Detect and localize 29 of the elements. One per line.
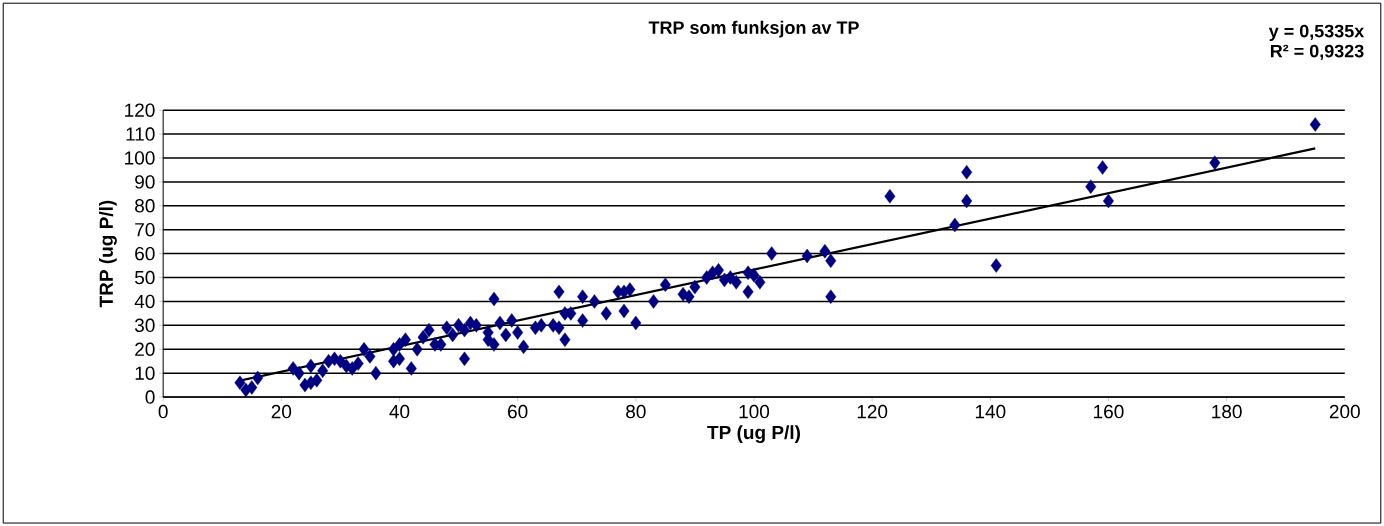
text: R² = 0,9323	[1270, 44, 1364, 60]
x-tick-label: 40	[389, 404, 410, 419]
y-tick-label: 50	[134, 270, 155, 285]
y-tick-label: 110	[126, 127, 155, 141]
y-tick-label: 60	[135, 246, 155, 261]
x-tick-label: 180	[1212, 404, 1242, 419]
x-tick-label: 100	[739, 404, 770, 419]
y-tick-label: 10	[135, 366, 155, 380]
x-tick-label: 60	[508, 404, 528, 419]
x-tick-label: 120	[857, 404, 888, 419]
x-tick-label: 80	[626, 404, 646, 419]
y-tick-label: 90	[135, 175, 155, 189]
y-tick-label: 80	[135, 198, 155, 213]
text: y = 0,5335x	[1268, 24, 1365, 41]
y-tick-label: 100	[125, 151, 155, 165]
y-tick-label: 40	[134, 294, 155, 309]
x-tick-label: 160	[1094, 404, 1124, 419]
x-tick-label: 200	[1329, 404, 1360, 419]
x-tick-label: 140	[975, 404, 1006, 419]
y-tick-label: 70	[135, 222, 155, 237]
x-tick-label: 20	[271, 404, 292, 419]
y-tick-label: 30	[134, 318, 155, 332]
x-tick-label: 0	[158, 404, 168, 419]
x-axis-title: TP (ug P/l)	[707, 425, 800, 443]
y-tick-label: 20	[135, 342, 155, 356]
y-tick-label: 120	[125, 103, 155, 117]
y-axis-title: TRP (ug P/l)	[99, 200, 117, 308]
chart-title: TRP som funksjon av TP	[648, 20, 859, 38]
y-tick-label: 0	[145, 390, 155, 404]
